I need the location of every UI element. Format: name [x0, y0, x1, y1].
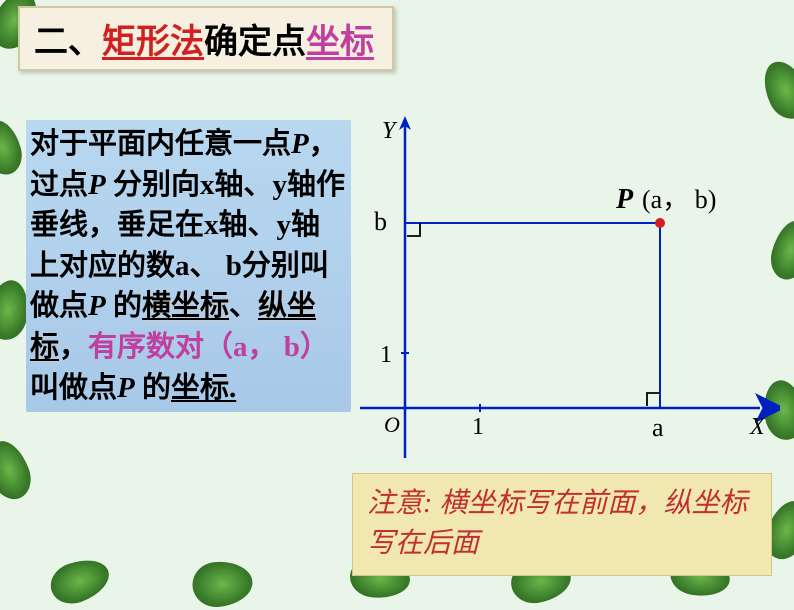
- svg-text:1: 1: [380, 342, 392, 368]
- note-box: 注意: 横坐标写在前面，纵坐标写在后面: [352, 473, 772, 576]
- ordered-pair: 有序数对（a， b）: [88, 331, 329, 363]
- p-letter-3: P: [88, 290, 106, 322]
- body-de: 的: [135, 372, 171, 404]
- p-letter-1: P: [291, 128, 309, 160]
- body-called: 叫做点: [30, 372, 117, 404]
- p-letter-2: P: [88, 169, 106, 201]
- zuobiao-word: 坐标.: [171, 372, 236, 404]
- note-text: 注意: 横坐标写在前面，纵坐标写在后面: [367, 488, 747, 560]
- svg-text:Y: Y: [382, 118, 398, 144]
- coordinate-svg: Y X O 1 1 a b P (a， b): [350, 108, 780, 478]
- svg-text:b: b: [374, 207, 387, 236]
- heng-zuobiao: 横坐标: [142, 290, 229, 322]
- body-paragraph: 对于平面内任意一点P，过点P 分别向x轴、y轴作垂线，垂足在x轴、y轴上对应的数…: [26, 120, 351, 412]
- coordinate-chart: Y X O 1 1 a b P (a， b): [350, 108, 780, 478]
- svg-text:O: O: [384, 412, 400, 437]
- svg-text:X: X: [749, 414, 766, 440]
- title-part2: 矩形法: [102, 24, 204, 61]
- body-line1a: 对于平面内任意一点: [30, 128, 291, 160]
- p-letter-4: P: [117, 372, 135, 404]
- body-dot: 、: [229, 290, 258, 322]
- svg-text:a: a: [652, 413, 664, 442]
- svg-text:1: 1: [472, 414, 484, 440]
- body-comma: ，: [59, 331, 88, 363]
- svg-text:(a， b): (a， b): [642, 185, 716, 214]
- svg-text:P: P: [615, 184, 634, 215]
- title-part4: 坐标: [306, 24, 374, 61]
- title-part3: 确定点: [204, 24, 306, 61]
- title-part1: 二、: [34, 24, 102, 61]
- slide-title: 二、矩形法确定点坐标: [18, 6, 394, 71]
- body-line1d: 的: [106, 290, 142, 322]
